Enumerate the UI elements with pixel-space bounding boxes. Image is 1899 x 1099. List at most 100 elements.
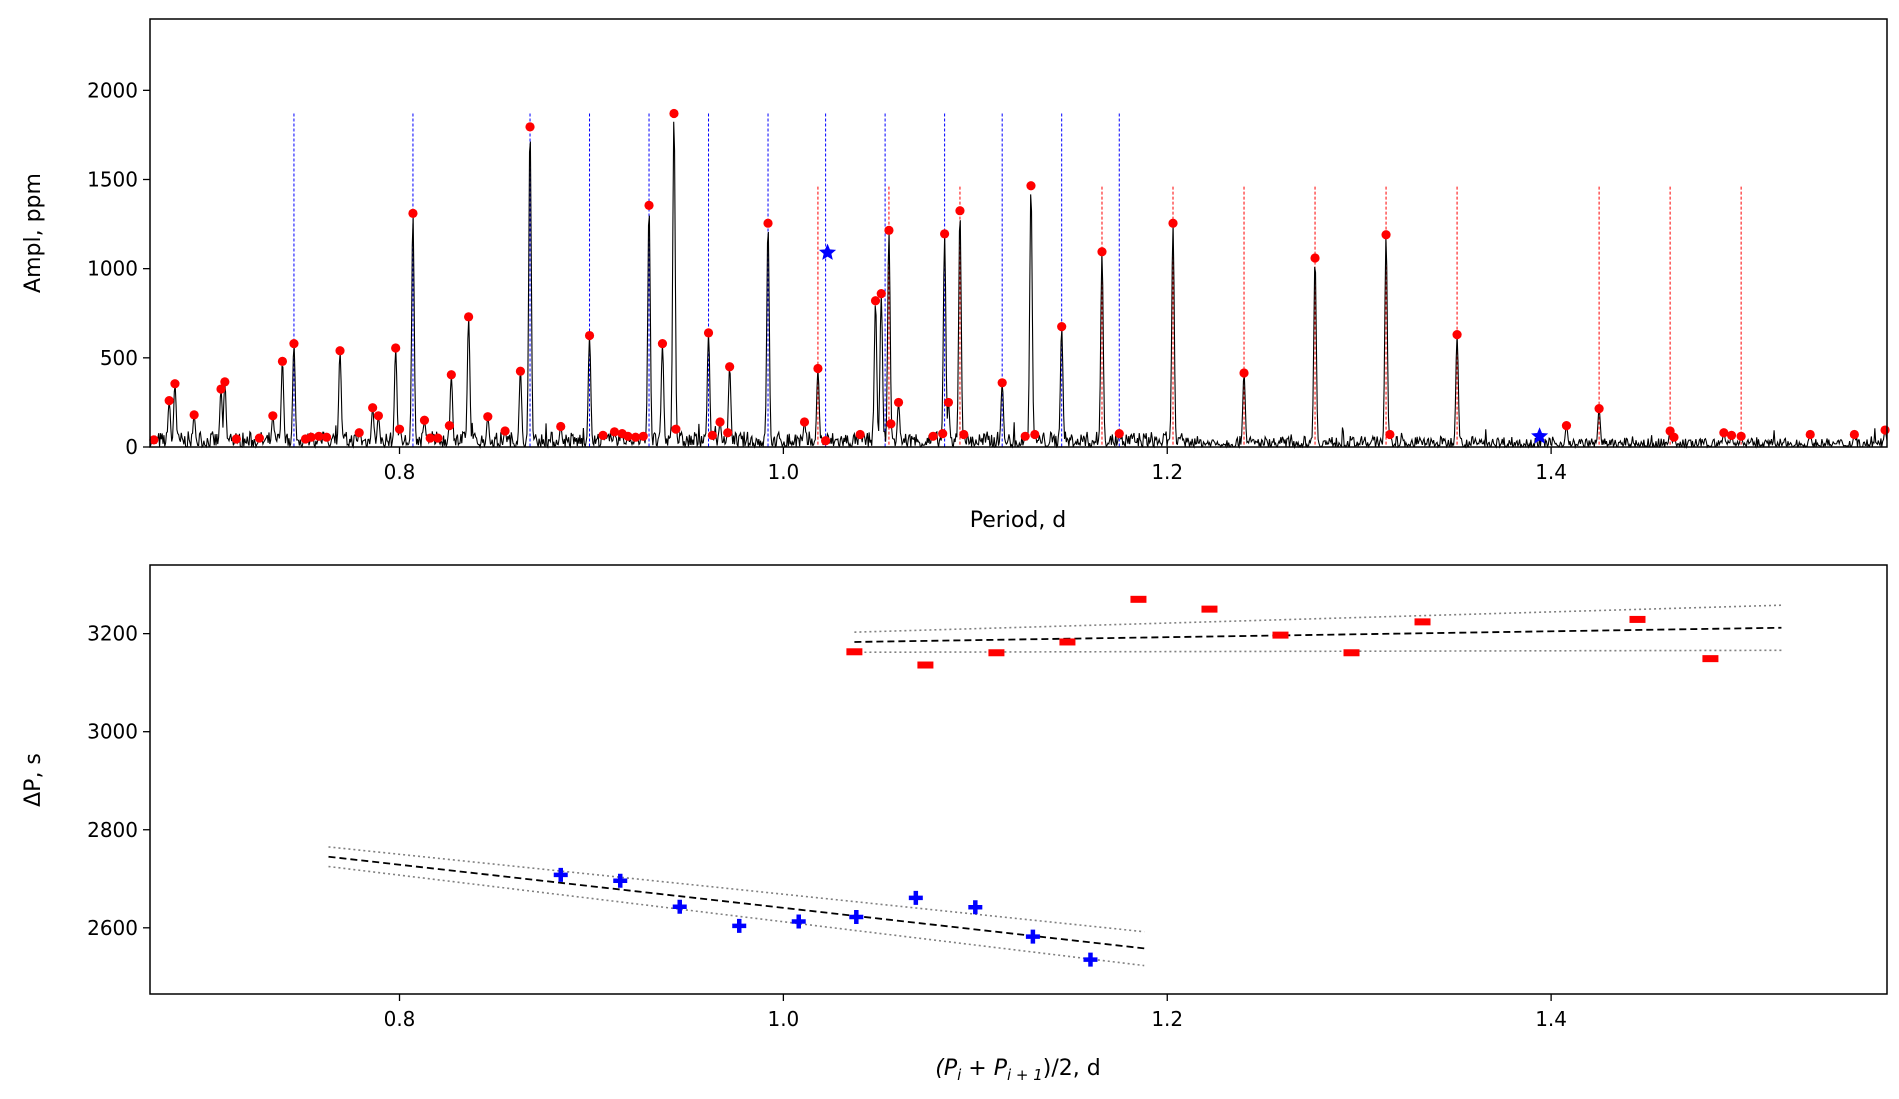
peak-marker — [638, 431, 648, 441]
spectrum-y-tick-label: 2000 — [87, 78, 138, 102]
peak-marker — [1736, 431, 1746, 441]
peak-marker — [763, 218, 773, 228]
peak-marker — [813, 363, 823, 374]
blue-plus-marker — [672, 899, 687, 914]
spectrum-axes-frame — [149, 18, 1888, 448]
red-dash-marker — [917, 661, 934, 669]
xlabel-subscript-i: i — [957, 1066, 962, 1084]
peak-marker — [164, 396, 174, 406]
blue-plus-marker — [613, 873, 628, 888]
peak-marker — [623, 431, 633, 441]
peak-marker — [1849, 429, 1859, 440]
period-spacing-panel: 0.8 1.0 1.2 1.4 2600 2800 3000 3200 (Pi + Pi +… — [21, 564, 1888, 1084]
peak-marker — [1805, 429, 1815, 440]
peak-marker — [500, 426, 510, 436]
peak-marker — [1594, 404, 1604, 414]
period-spacing-x-tick-label: 1.2 — [1151, 1007, 1183, 1031]
peak-marker — [368, 403, 378, 413]
peak-marker — [938, 429, 948, 439]
peak-marker — [997, 378, 1007, 388]
spectrum-x-tick-label: 1.2 — [1151, 460, 1183, 484]
peak-marker — [1385, 429, 1395, 440]
red-dash-marker — [1414, 618, 1431, 626]
red-series-fit-line — [854, 626, 1782, 643]
peak-marker — [220, 377, 230, 387]
peak-marker — [525, 122, 535, 132]
peak-marker — [870, 296, 881, 306]
peak-marker — [254, 433, 265, 443]
peak-marker — [657, 338, 668, 349]
spectrum-plot-area — [149, 108, 1890, 450]
peak-marker — [723, 428, 733, 438]
peak-marker — [584, 330, 595, 341]
peak-marker — [669, 108, 679, 119]
period-spacing-y-axis-label: ΔP, s — [21, 753, 46, 807]
peak-marker — [446, 370, 456, 380]
star-marker — [818, 243, 837, 260]
peak-marker — [1880, 425, 1890, 435]
peak-marker — [955, 206, 965, 216]
spectrum-y-tick-label: 500 — [100, 346, 138, 370]
period-spacing-axes-frame — [149, 564, 1888, 995]
xlabel-part-tail: )/2, d — [1043, 1056, 1101, 1081]
peak-marker — [876, 289, 886, 299]
peak-marker — [189, 410, 199, 420]
spectrum-y-tick-label: 1000 — [87, 257, 138, 281]
spectrum-y-tick-label: 1500 — [87, 168, 138, 192]
blue-plus-marker — [791, 914, 806, 929]
peak-marker — [433, 433, 443, 443]
xlabel-part-p: (P — [935, 1056, 958, 1081]
peak-marker — [1452, 330, 1462, 340]
peak-marker — [408, 208, 418, 218]
blue-plus-marker — [908, 890, 923, 905]
peak-marker — [1381, 230, 1391, 240]
peak-marker — [959, 429, 969, 440]
blue-plus-marker — [553, 867, 568, 882]
spectrum-y-ticks: 0 500 1000 1500 2000 — [87, 78, 150, 459]
peak-marker — [1310, 253, 1320, 263]
peak-marker — [630, 432, 641, 442]
peak-marker — [1020, 431, 1030, 441]
red-dash-marker — [988, 649, 1005, 657]
period-spacing-x-tick-label: 1.0 — [767, 1007, 799, 1031]
peak-marker — [515, 366, 526, 376]
peak-marker — [419, 415, 430, 425]
peak-marker — [821, 436, 831, 446]
peak-marker — [1669, 432, 1679, 442]
xlabel-part-plus-p: + P — [961, 1056, 1007, 1081]
red-dash-marker — [1702, 655, 1719, 663]
peak-marker — [1026, 181, 1036, 191]
peak-marker — [1168, 218, 1178, 228]
red-dash-marker — [1629, 615, 1646, 623]
peak-marker — [893, 397, 904, 408]
peak-marker — [556, 421, 566, 432]
peak-marker — [149, 435, 159, 445]
blue-plus-marker — [1083, 952, 1098, 967]
peak-marker — [609, 427, 620, 437]
amplitude-spectrum-line — [149, 121, 1888, 450]
red-dash-marker — [1343, 649, 1360, 657]
spectrum-y-tick-label: 0 — [125, 435, 138, 459]
peak-marker — [1097, 247, 1107, 257]
peak-marker — [928, 431, 938, 441]
peak-marker — [725, 362, 735, 372]
peak-marker — [216, 384, 226, 394]
peak-marker — [644, 200, 654, 210]
period-spacing-x-tick-label: 1.4 — [1535, 1007, 1567, 1031]
blue-series-lower-band — [328, 865, 1145, 967]
peak-marker — [799, 417, 810, 427]
blue-series-fit-line — [328, 855, 1145, 950]
blue-plus-marker — [968, 900, 983, 915]
red-dash-marker — [1201, 605, 1218, 613]
blue-series-upper-band — [328, 846, 1145, 933]
peak-marker — [855, 429, 865, 440]
peak-marker — [335, 346, 345, 356]
peak-marker — [1030, 429, 1040, 440]
peak-marker — [884, 225, 894, 235]
peak-marker — [886, 419, 896, 429]
spectrum-x-axis-label: Period, d — [970, 508, 1067, 533]
peak-marker — [289, 338, 299, 349]
peak-marker — [1719, 428, 1729, 438]
